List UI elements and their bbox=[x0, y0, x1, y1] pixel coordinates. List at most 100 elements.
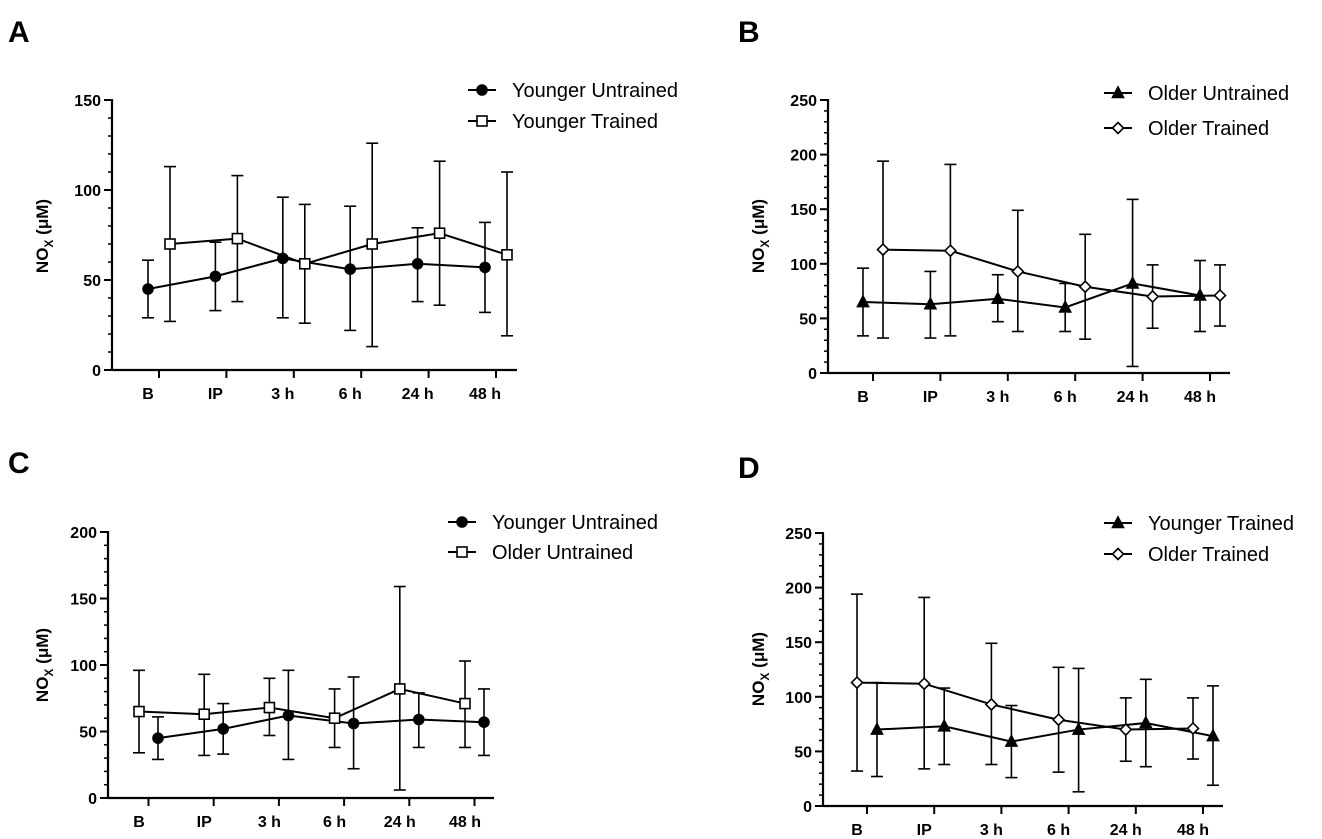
data-point bbox=[366, 238, 379, 250]
y-tick-label: 200 bbox=[785, 581, 812, 598]
panel-letter: B bbox=[738, 16, 760, 49]
y-tick-label: 0 bbox=[803, 799, 812, 816]
x-tick-label: 48 h bbox=[1177, 822, 1209, 839]
panel-c: C 0 50 100 150 200 B IP 3 h 6 h 24 h 48 h NOX (μM) Yo… bbox=[8, 447, 658, 831]
data-point bbox=[1206, 728, 1220, 742]
x-tick-label: IP bbox=[197, 814, 212, 831]
legend-marker bbox=[1111, 515, 1125, 529]
data-point bbox=[1145, 289, 1160, 304]
data-point bbox=[1213, 288, 1227, 303]
y-axis-label: NOX (μM) bbox=[33, 199, 56, 273]
data-point bbox=[1078, 280, 1092, 294]
data-point bbox=[479, 261, 491, 274]
series-older-trained bbox=[876, 160, 1227, 340]
data-point bbox=[1125, 275, 1140, 289]
data-point bbox=[164, 238, 176, 250]
series-line bbox=[862, 282, 1201, 309]
data-point bbox=[142, 283, 154, 295]
y-tick-label: 50 bbox=[79, 725, 97, 742]
data-point bbox=[1119, 722, 1133, 737]
data-point bbox=[478, 716, 490, 728]
data-point bbox=[344, 263, 357, 276]
y-tick-label: 250 bbox=[785, 526, 812, 543]
data-point bbox=[1011, 264, 1025, 279]
series-older-untrained bbox=[856, 198, 1207, 368]
x-tick-label: 24 h bbox=[1117, 389, 1149, 406]
x-tick-label: 6 h bbox=[339, 386, 362, 403]
x-tick-label: 24 h bbox=[402, 386, 434, 403]
series-older-untrained bbox=[133, 585, 471, 791]
x-tick-label: IP bbox=[208, 386, 223, 403]
legend-label: Older Trained bbox=[1148, 544, 1269, 566]
data-point bbox=[943, 244, 958, 258]
x-tick-label: 3 h bbox=[258, 814, 281, 831]
panel-letter: A bbox=[8, 16, 30, 49]
data-point bbox=[923, 296, 938, 310]
y-axis-label: NOX (μM) bbox=[749, 632, 772, 706]
y-tick-label: 150 bbox=[74, 93, 101, 110]
x-tick-label: 3 h bbox=[271, 386, 294, 403]
panel-b: B 0 50 100 150 200 250 B IP 3 h 6 h 24 h 48 h NOX (μM… bbox=[738, 16, 1289, 406]
data-point bbox=[917, 677, 931, 691]
series-younger-trained bbox=[164, 142, 513, 348]
y-tick-label: 200 bbox=[70, 525, 97, 542]
x-tick-label: 48 h bbox=[1184, 389, 1216, 406]
y-axis-label: NOX (μM) bbox=[33, 628, 56, 702]
data-point bbox=[1051, 713, 1066, 727]
data-point bbox=[217, 723, 229, 735]
data-point bbox=[501, 249, 513, 261]
data-point bbox=[937, 718, 952, 732]
x-tick-label: 6 h bbox=[1047, 822, 1070, 839]
data-point bbox=[1186, 721, 1200, 736]
series-younger-trained bbox=[870, 667, 1220, 793]
data-point bbox=[198, 708, 210, 721]
legend-marker bbox=[476, 84, 488, 96]
x-tick-label: 24 h bbox=[384, 814, 416, 831]
series-line bbox=[876, 721, 1214, 743]
legend-item: Older Trained bbox=[1104, 118, 1269, 140]
data-point bbox=[152, 732, 164, 744]
series-line bbox=[856, 681, 1194, 731]
y-tick-label: 100 bbox=[790, 257, 817, 274]
data-point bbox=[850, 675, 864, 690]
series-line bbox=[169, 232, 508, 265]
legend-marker bbox=[1111, 85, 1125, 99]
legend-marker bbox=[1111, 547, 1125, 561]
x-tick-label: B bbox=[133, 814, 145, 831]
x-tick-label: IP bbox=[923, 389, 938, 406]
x-tick-label: 3 h bbox=[986, 389, 1009, 406]
x-tick-label: 6 h bbox=[323, 814, 346, 831]
series-line bbox=[138, 687, 466, 720]
series-line bbox=[157, 714, 485, 740]
legend-item: Older Trained bbox=[1104, 544, 1269, 566]
panel-d: D 0 50 100 150 200 250 B IP 3 h 6 h 24 h 48 h NOX (μM… bbox=[738, 452, 1294, 839]
data-point bbox=[328, 712, 341, 725]
panel-a: A 0 50 100 150 B IP 3 h 6 h 24 h 48 h NOX (μM) Young… bbox=[8, 16, 678, 403]
x-tick-label: 3 h bbox=[980, 822, 1003, 839]
y-tick-label: 0 bbox=[808, 366, 817, 383]
y-tick-label: 0 bbox=[92, 363, 101, 380]
data-point bbox=[870, 721, 884, 735]
legend-label: Younger Untrained bbox=[512, 80, 678, 102]
legend-marker bbox=[1111, 121, 1125, 135]
panel-letter: D bbox=[738, 452, 760, 485]
y-tick-label: 100 bbox=[74, 183, 101, 200]
series-line bbox=[882, 248, 1221, 298]
data-point bbox=[209, 270, 222, 283]
legend-marker bbox=[456, 516, 468, 528]
y-tick-label: 50 bbox=[799, 311, 817, 328]
y-tick-label: 150 bbox=[70, 592, 97, 609]
legend-marker bbox=[476, 115, 488, 127]
y-tick-label: 200 bbox=[790, 148, 817, 165]
legend-marker bbox=[456, 546, 468, 558]
legend-item: Older Untrained bbox=[1104, 83, 1289, 105]
data-point bbox=[1071, 721, 1086, 735]
data-point bbox=[1193, 287, 1207, 301]
y-tick-label: 50 bbox=[83, 273, 101, 290]
x-tick-label: 6 h bbox=[1054, 389, 1077, 406]
data-point bbox=[433, 227, 446, 239]
legend-label: Younger Untrained bbox=[492, 512, 658, 534]
data-point bbox=[347, 717, 360, 730]
legend-label: Older Untrained bbox=[492, 542, 633, 564]
